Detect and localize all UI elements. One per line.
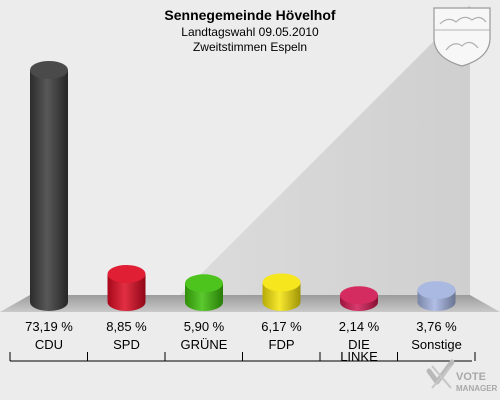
chart-subtitle: Landtagswahl 09.05.2010 xyxy=(181,25,319,39)
bar-die-linke xyxy=(340,286,378,311)
bar-cap xyxy=(185,274,223,293)
bar-cap xyxy=(340,286,378,305)
category-axis xyxy=(9,352,476,362)
value-label-fdp: 6,17 % xyxy=(261,319,302,334)
bar-cap xyxy=(262,273,301,292)
bar-body xyxy=(107,273,146,311)
category-label-die-linke: DIE xyxy=(348,337,370,352)
value-labels-layer: 73,19 % 8,85 % 5,90 % 6,17 % 2,14 % 3,76 % xyxy=(25,319,457,334)
chart-title: Sennegemeinde Hövelhof xyxy=(164,7,335,23)
bars-layer xyxy=(30,61,456,311)
value-label-spd: 8,85 % xyxy=(106,319,147,334)
watermark-manager: MANAGER xyxy=(456,384,498,393)
value-label-cdu: 73,19 % xyxy=(25,319,73,334)
coat-of-arms-icon xyxy=(433,7,491,67)
back-wall xyxy=(180,5,470,295)
category-label-fdp: FDP xyxy=(269,337,295,352)
value-label-gr-ne: 5,90 % xyxy=(184,319,225,334)
category-label-die-linke: LINKE xyxy=(340,349,378,364)
category-label-spd: SPD xyxy=(113,337,140,352)
bar-sonstige xyxy=(417,281,456,311)
chart-subtitle-secondary: Zweitstimmen Espeln xyxy=(193,40,307,54)
bar-cap xyxy=(30,61,68,79)
bar-cap xyxy=(417,281,456,300)
category-label-gr-ne: GRÜNE xyxy=(181,337,228,352)
category-label-cdu: CDU xyxy=(35,337,63,352)
category-label-sonstige: Sonstige xyxy=(411,337,462,352)
bar-body xyxy=(30,70,68,311)
vote-manager-watermark: VOTE MANAGER xyxy=(426,359,498,393)
bar-cdu xyxy=(30,61,68,311)
bar-fdp xyxy=(262,273,301,311)
bar-cap xyxy=(107,264,146,283)
value-label-die-linke: 2,14 % xyxy=(339,319,380,334)
value-label-sonstige: 3,76 % xyxy=(416,319,457,334)
watermark-vote: VOTE xyxy=(456,371,486,383)
checkmark-icon xyxy=(426,359,455,389)
bar-gr-ne xyxy=(185,274,223,311)
bar-spd xyxy=(107,264,146,311)
